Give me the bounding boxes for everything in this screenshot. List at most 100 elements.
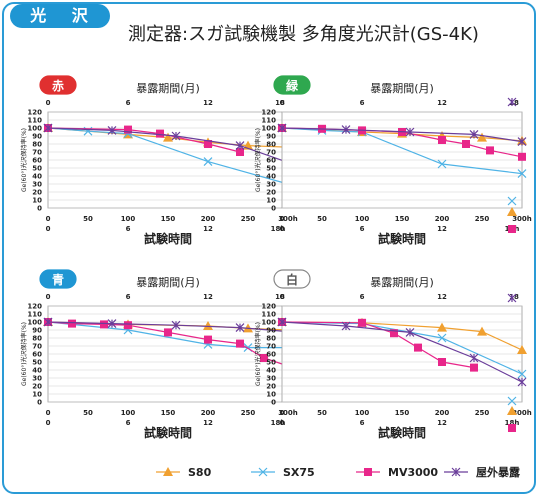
x-tick-label: 0 bbox=[280, 215, 285, 223]
data-point bbox=[405, 327, 415, 337]
edge-marker bbox=[507, 293, 517, 303]
bottom-tick-label: 12 bbox=[437, 419, 447, 427]
data-point bbox=[462, 140, 470, 148]
y-axis-label: Ge(60°)光沢保持率(%) bbox=[254, 128, 262, 192]
panel-label: 青 bbox=[52, 272, 64, 287]
top-axis-title: 暴露期間(月) bbox=[136, 276, 200, 289]
data-point bbox=[163, 132, 173, 142]
bottom-tick-label: 0 bbox=[46, 225, 51, 233]
legend-marker bbox=[451, 467, 461, 477]
series-屋外暴露 bbox=[277, 317, 527, 387]
y-tick-label: 30 bbox=[266, 181, 276, 189]
data-point bbox=[124, 125, 132, 134]
y-tick-label: 100 bbox=[27, 125, 42, 133]
bottom-tick-label: 0 bbox=[280, 419, 285, 427]
x-tick-label: 150 bbox=[395, 409, 410, 417]
x-axis-title: 試験時間 bbox=[144, 425, 192, 440]
data-point bbox=[235, 323, 245, 333]
y-tick-label: 90 bbox=[32, 133, 42, 141]
y-tick-label: 50 bbox=[266, 359, 276, 367]
top-tick-label: 6 bbox=[360, 99, 365, 107]
y-tick-label: 40 bbox=[266, 173, 276, 181]
data-point bbox=[469, 353, 479, 363]
y-tick-label: 60 bbox=[266, 351, 276, 359]
x-tick-label: 50 bbox=[83, 215, 93, 223]
x-tick-label: 200 bbox=[435, 409, 450, 417]
data-point bbox=[107, 319, 117, 329]
y-tick-label: 80 bbox=[32, 335, 42, 343]
y-tick-label: 10 bbox=[266, 391, 276, 399]
x-tick-label: 0 bbox=[46, 215, 51, 223]
top-tick-label: 18 bbox=[509, 293, 519, 301]
legend-label: 屋外暴露 bbox=[476, 465, 521, 479]
y-tick-label: 20 bbox=[266, 189, 276, 197]
data-point bbox=[100, 320, 108, 329]
data-point bbox=[236, 339, 244, 348]
data-point bbox=[438, 358, 446, 366]
data-point bbox=[203, 321, 213, 330]
data-point bbox=[277, 123, 287, 133]
top-axis-title: 暴露期間(月) bbox=[370, 82, 434, 95]
panel-label-pill bbox=[273, 75, 311, 95]
x-tick-label: 200 bbox=[435, 215, 450, 223]
x-tick-label: 100 bbox=[121, 215, 136, 223]
panel-label: 白 bbox=[286, 272, 298, 287]
data-point bbox=[171, 131, 181, 141]
data-point bbox=[358, 318, 366, 327]
y-tick-label: 110 bbox=[261, 311, 276, 319]
y-tick-label: 30 bbox=[32, 375, 42, 383]
top-tick-label: 0 bbox=[46, 293, 51, 301]
x-tick-label: 100 bbox=[355, 409, 370, 417]
series-屋外暴露 bbox=[277, 123, 527, 147]
panel-label-pill bbox=[273, 269, 311, 289]
gloss-badge: 光 沢 bbox=[10, 4, 110, 28]
data-point bbox=[518, 152, 526, 161]
y-tick-label: 50 bbox=[32, 359, 42, 367]
y-tick-label: 0 bbox=[271, 399, 276, 407]
y-tick-label: 110 bbox=[261, 117, 276, 125]
x-tick-label: 100 bbox=[355, 215, 370, 223]
x-tick-label: 250 bbox=[241, 409, 256, 417]
y-tick-label: 30 bbox=[266, 375, 276, 383]
y-tick-label: 20 bbox=[32, 383, 42, 391]
bottom-tick-label: 12 bbox=[437, 225, 447, 233]
y-tick-label: 40 bbox=[32, 173, 42, 181]
y-tick-label: 80 bbox=[266, 141, 276, 149]
data-point bbox=[236, 148, 244, 156]
bottom-tick-label: 6 bbox=[126, 225, 131, 233]
x-tick-label: 200 bbox=[201, 215, 216, 223]
y-axis-label: Ge(60°)光沢保持率(%) bbox=[20, 128, 28, 192]
top-axis-title: 暴露期間(月) bbox=[136, 82, 200, 95]
y-axis-label: Ge(60°)光沢保持率(%) bbox=[20, 322, 28, 386]
y-tick-label: 40 bbox=[266, 367, 276, 375]
y-tick-label: 0 bbox=[37, 205, 42, 213]
panel-label-pill bbox=[39, 269, 77, 289]
data-point bbox=[517, 369, 527, 379]
y-axis-label: Ge(60°)光沢保持率(%) bbox=[254, 322, 262, 386]
legend-label: S80 bbox=[188, 466, 212, 479]
bottom-tick-label: 18h bbox=[271, 419, 286, 427]
y-tick-label: 10 bbox=[266, 197, 276, 205]
y-tick-label: 10 bbox=[32, 197, 42, 205]
y-tick-label: 20 bbox=[266, 383, 276, 391]
x-axis-title: 試験時間 bbox=[378, 231, 426, 246]
legend-label: MV3000 bbox=[388, 466, 438, 479]
data-point bbox=[68, 319, 76, 328]
bottom-tick-label: 6 bbox=[360, 419, 365, 427]
data-point bbox=[260, 354, 268, 362]
y-tick-label: 100 bbox=[261, 125, 276, 133]
legend-marker bbox=[163, 467, 173, 476]
bottom-tick-label: 0 bbox=[46, 419, 51, 427]
top-tick-label: 0 bbox=[280, 293, 285, 301]
data-point bbox=[156, 129, 164, 138]
bottom-tick-label: 12 bbox=[203, 419, 213, 427]
x-axis-title: 試験時間 bbox=[144, 231, 192, 246]
y-tick-label: 40 bbox=[32, 367, 42, 375]
data-point bbox=[204, 335, 212, 344]
edge-marker bbox=[507, 97, 517, 107]
y-tick-label: 90 bbox=[266, 133, 276, 141]
x-tick-label: 50 bbox=[83, 409, 93, 417]
data-point bbox=[438, 136, 446, 144]
data-point bbox=[477, 132, 487, 142]
